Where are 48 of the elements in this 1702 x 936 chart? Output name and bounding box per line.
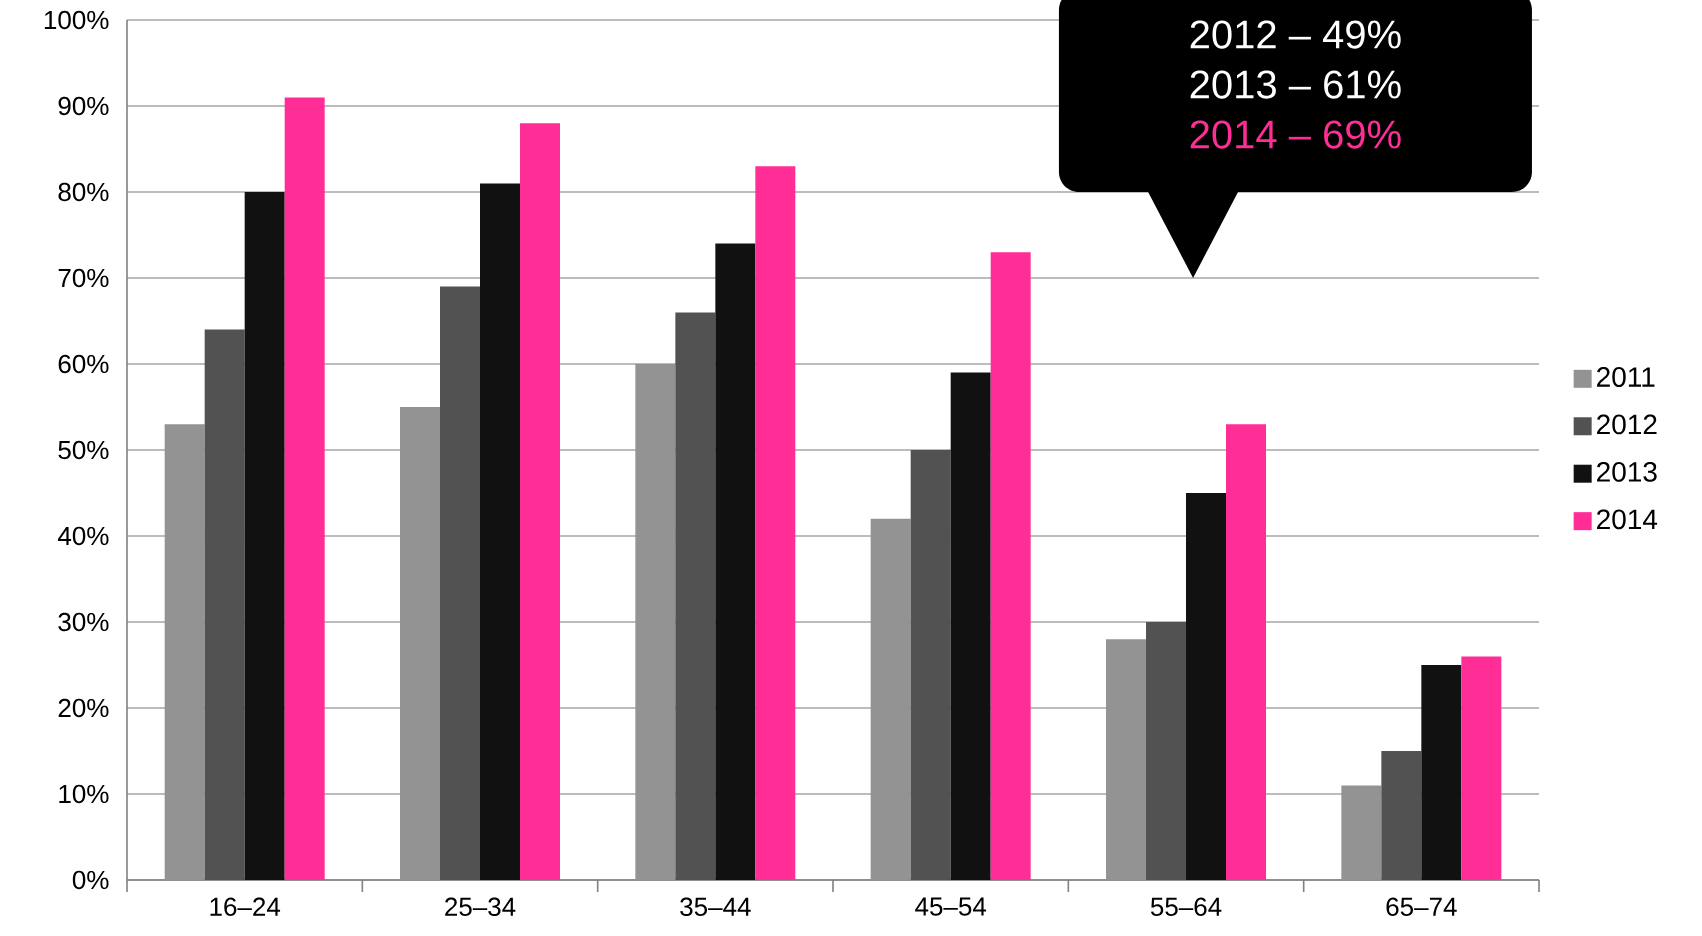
x-tick-label: 35–44 [680, 897, 751, 916]
y-tick-label: 80% [58, 182, 109, 202]
y-tick-label: 0% [72, 870, 109, 890]
y-tick-label: 70% [58, 268, 109, 288]
bar [870, 518, 911, 880]
bar [400, 406, 441, 880]
bar [1461, 656, 1502, 880]
bar [1146, 621, 1187, 880]
y-tick-label: 60% [58, 354, 109, 374]
y-tick-label: 50% [58, 440, 109, 460]
bar [715, 243, 756, 880]
bar [1381, 750, 1422, 880]
bar [480, 183, 521, 880]
annotation: 2014 – 69% [1190, 120, 1401, 149]
bar [990, 252, 1031, 880]
y-tick-label: 100% [44, 10, 109, 30]
bar [635, 363, 676, 880]
bar [440, 286, 481, 880]
annotation: 2012 – 49% [1190, 20, 1401, 49]
bar [1186, 492, 1227, 880]
bar [1106, 639, 1147, 880]
bar [284, 97, 325, 880]
bar [1226, 424, 1267, 880]
bar [910, 449, 951, 880]
bar [244, 191, 285, 880]
annotation: 2013 – 61% [1190, 70, 1401, 99]
x-tick-label: 55–64 [1150, 897, 1222, 916]
legend-label: 2014 [1597, 509, 1658, 530]
y-tick-label: 30% [58, 612, 109, 632]
y-tick-label: 20% [58, 698, 109, 718]
x-tick-label: 45–54 [915, 897, 987, 916]
x-tick-label: 65–74 [1386, 897, 1457, 916]
legend-label: 2011 [1597, 367, 1655, 387]
bar [675, 312, 716, 880]
bar [164, 424, 205, 880]
legend-label: 2012 [1597, 414, 1657, 435]
bar [520, 123, 561, 880]
y-tick-label: 90% [58, 96, 109, 116]
bar [1421, 664, 1462, 880]
legend-label: 2013 [1597, 461, 1657, 482]
bar [204, 329, 245, 880]
bar [950, 372, 991, 880]
x-tick-label: 25–34 [445, 897, 516, 916]
bar [755, 166, 796, 880]
x-tick-label: 16–24 [210, 897, 281, 916]
y-tick-label: 40% [57, 526, 109, 546]
bar [1341, 785, 1382, 880]
y-tick-label: 10% [59, 784, 109, 804]
